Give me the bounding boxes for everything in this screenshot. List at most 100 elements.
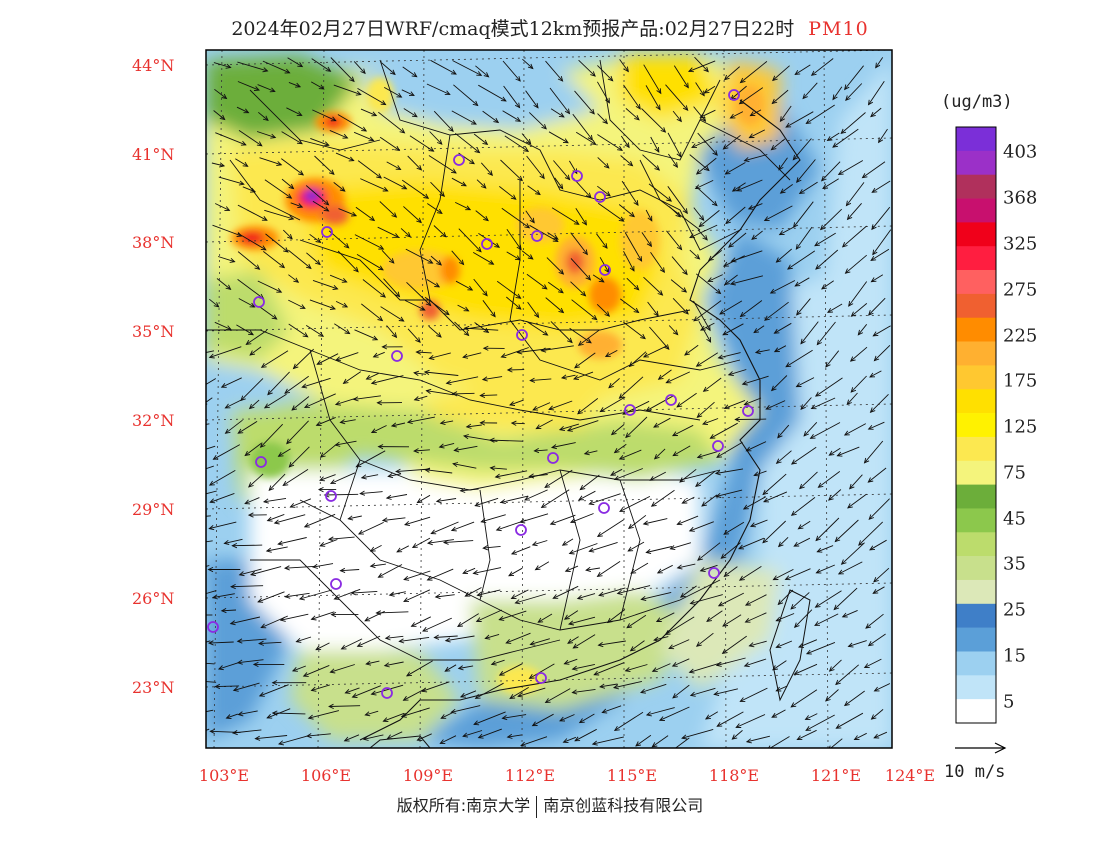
wind-arrow-shaft: [293, 348, 315, 369]
wind-arrow-shaft: [424, 371, 459, 376]
wind-arrow-shaft: [226, 713, 238, 719]
wind-arrow-head: [863, 457, 870, 464]
wind-arrow-shaft: [473, 567, 502, 574]
wind-arrow-shaft: [344, 734, 360, 742]
wind-arrow-shaft: [840, 112, 866, 134]
wind-arrow-shaft: [570, 258, 591, 281]
wind-arrow-shaft: [810, 422, 841, 439]
wind-arrow-head: [462, 353, 469, 359]
wind-arrow-head: [771, 712, 778, 718]
wind-arrow-head: [303, 403, 310, 409]
wind-arrow-shaft: [261, 350, 289, 368]
wind-arrow-head: [232, 686, 239, 692]
wind-arrow-head: [271, 710, 278, 716]
wind-arrow-head: [676, 520, 683, 526]
wind-arrow-head: [709, 433, 716, 439]
wind-arrow-head: [790, 459, 797, 465]
wind-arrow-shaft: [313, 563, 334, 568]
wind-arrow-shaft: [360, 491, 383, 495]
wind-arrow-shaft: [455, 280, 473, 291]
wind-arrow-shaft: [868, 81, 885, 105]
wind-arrow-shaft: [383, 87, 402, 98]
wind-arrow-head: [712, 150, 718, 156]
wind-arrow-head: [525, 138, 532, 145]
colorbar-swatch: [956, 627, 996, 652]
wind-arrow-head: [359, 490, 366, 496]
wind-arrow-head: [691, 143, 698, 149]
wind-arrow-head: [654, 165, 661, 171]
wind-arrow-shaft: [724, 399, 746, 409]
wind-arrow-head: [585, 274, 592, 281]
wind-arrow-head: [372, 335, 379, 341]
wind-arrow-head: [695, 481, 701, 488]
wind-arrow-head: [861, 173, 868, 179]
wind-arrow-shaft: [541, 489, 570, 508]
wind-arrow-head: [562, 138, 569, 144]
wind-arrow-shaft: [454, 132, 480, 153]
wind-arrow-shaft: [310, 81, 325, 90]
wind-arrow-shaft: [281, 158, 304, 176]
wind-arrow-shaft: [827, 303, 843, 313]
wind-arrow-shaft: [460, 488, 479, 492]
wind-arrow-head: [837, 569, 844, 575]
wind-arrow-shaft: [454, 321, 469, 336]
wind-arrow-head: [591, 314, 598, 321]
wind-arrow-head: [208, 525, 215, 531]
wind-arrow-shaft: [515, 593, 546, 604]
wind-arrow-head: [410, 622, 417, 627]
wind-arrow-head: [453, 447, 460, 453]
wind-arrow-head: [371, 111, 378, 117]
wind-arrow-head: [514, 255, 521, 261]
wind-arrow-head: [568, 549, 575, 555]
wind-arrow-head: [245, 339, 252, 345]
wind-arrow-head: [423, 193, 430, 199]
wind-arrow-shaft: [311, 611, 335, 620]
wind-arrow-shaft: [370, 545, 382, 552]
wind-arrow-shaft: [770, 280, 796, 294]
wind-arrow-shaft: [548, 400, 573, 410]
wind-arrow-head: [384, 635, 391, 641]
wind-arrow-head: [208, 353, 215, 359]
wind-arrow-shaft: [706, 610, 723, 622]
wind-arrow-head: [305, 263, 312, 270]
wind-arrow-shaft: [341, 638, 363, 650]
wind-arrow-shaft: [386, 494, 408, 499]
wind-arrow-shaft: [218, 176, 244, 185]
wind-arrow-shaft: [568, 616, 596, 625]
wind-arrow-shaft: [746, 735, 771, 743]
wind-arrow-shaft: [383, 278, 400, 297]
wind-arrow-head: [872, 331, 879, 337]
wind-arrow-head: [405, 232, 412, 238]
wind-arrow-head: [467, 285, 474, 291]
wind-arrow-head: [377, 444, 384, 450]
wind-arrow-shaft: [740, 300, 763, 317]
wind-arrow-shaft: [815, 590, 842, 608]
colorbar-swatch: [956, 460, 996, 485]
wind-arrow-head: [327, 536, 334, 542]
wind-arrow-head: [191, 424, 196, 428]
wind-arrow-head: [212, 454, 219, 460]
wind-arrow-head: [185, 472, 190, 476]
wind-arrow-head: [659, 267, 665, 274]
wind-arrow-shaft: [718, 352, 741, 359]
wind-arrow-shaft: [402, 66, 417, 78]
wind-arrow-head: [247, 512, 254, 518]
wind-arrow-shaft: [780, 105, 792, 122]
wind-arrow-head: [550, 444, 558, 450]
wind-arrow-head: [185, 660, 190, 664]
wind-arrow-head: [676, 116, 682, 123]
wind-arrow-shaft: [485, 633, 500, 639]
wind-arrow-shaft: [849, 474, 863, 490]
colorbar-label-368: 368: [1003, 187, 1038, 209]
wind-arrow-shaft: [868, 297, 886, 316]
wind-arrow-shaft: [249, 399, 260, 409]
wind-arrow-shaft: [868, 421, 885, 430]
wind-arrow-head: [558, 307, 565, 314]
wind-arrow-shaft: [872, 229, 892, 255]
wind-arrow-shaft: [718, 592, 745, 607]
wind-arrow-head: [574, 363, 580, 369]
wind-arrow-head: [775, 458, 782, 464]
wind-arrow-shaft: [749, 640, 767, 647]
wind-arrow-head: [415, 337, 421, 343]
wind-arrow-shaft: [842, 225, 867, 248]
